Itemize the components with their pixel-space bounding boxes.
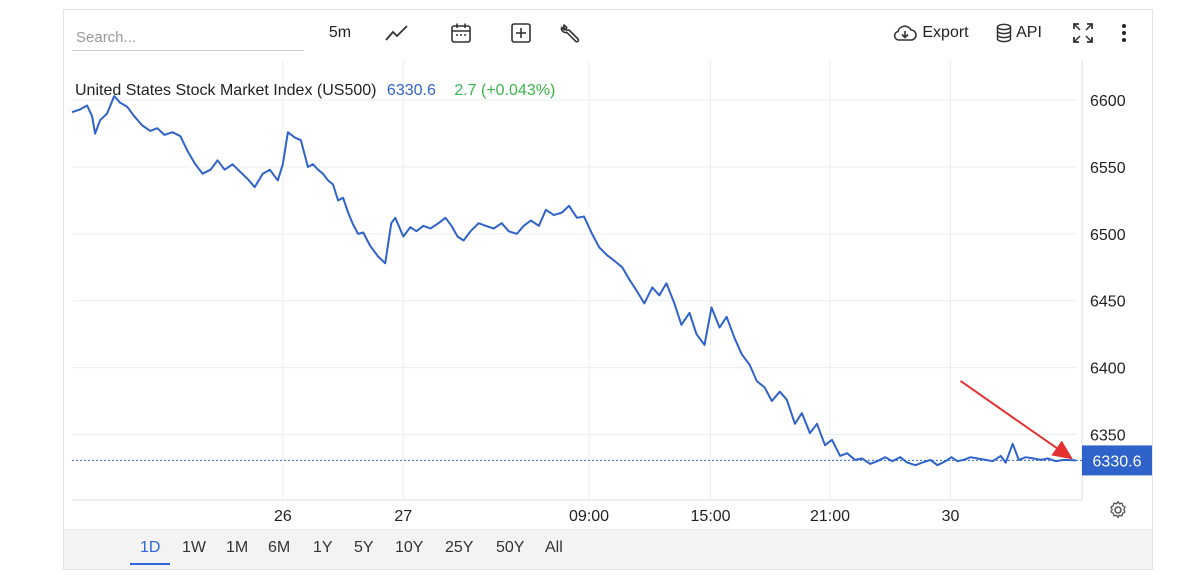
y-tick-label: 6450 bbox=[1090, 294, 1126, 311]
timeframe-all[interactable]: All bbox=[545, 539, 563, 556]
gear-icon bbox=[1108, 500, 1128, 524]
y-tick-label: 6600 bbox=[1090, 93, 1126, 110]
cloud-download-icon bbox=[893, 24, 918, 42]
price-series-line bbox=[71, 95, 1077, 467]
database-icon bbox=[996, 23, 1012, 43]
chart-toolbar: 5m Export bbox=[64, 10, 1152, 60]
more-vertical-icon bbox=[1121, 23, 1127, 43]
add-indicator-button[interactable] bbox=[507, 20, 535, 46]
timeframe-1m[interactable]: 1M bbox=[226, 539, 249, 556]
chart-legend: United States Stock Market Index (US500)… bbox=[75, 82, 555, 99]
api-button[interactable]: API bbox=[993, 20, 1045, 46]
legend-price: 6330.6 bbox=[387, 82, 436, 99]
x-tick-label: 09:00 bbox=[569, 508, 609, 525]
timeframe-5y[interactable]: 5Y bbox=[354, 539, 374, 556]
fullscreen-icon bbox=[1072, 22, 1094, 44]
x-tick-label: 30 bbox=[942, 508, 960, 525]
legend-change: 2.7 (+0.043%) bbox=[454, 82, 555, 99]
timeframe-6m[interactable]: 6M bbox=[268, 539, 291, 556]
export-button[interactable]: Export bbox=[890, 20, 972, 46]
more-button[interactable] bbox=[1114, 20, 1134, 46]
last-price-badge bbox=[1082, 445, 1152, 476]
chart-settings-button[interactable] bbox=[1108, 500, 1128, 525]
y-tick-label: 6550 bbox=[1090, 160, 1126, 177]
timeframe-1w[interactable]: 1W bbox=[182, 539, 206, 556]
chart-grid bbox=[72, 60, 1076, 500]
red-arrow-annotation bbox=[959, 380, 1073, 460]
calendar-icon bbox=[450, 22, 472, 44]
fullscreen-button[interactable] bbox=[1070, 20, 1096, 46]
x-tick-label: 27 bbox=[394, 508, 412, 525]
arrow-head bbox=[1051, 440, 1073, 460]
y-tick-label: 6400 bbox=[1090, 361, 1126, 378]
chart-type-button[interactable] bbox=[382, 20, 412, 46]
date-range-button[interactable] bbox=[447, 20, 475, 46]
last-price-label: 6330.6 bbox=[1082, 445, 1152, 476]
series-layer bbox=[71, 95, 1077, 467]
settings-tools-button[interactable] bbox=[557, 20, 585, 46]
search-input[interactable] bbox=[72, 24, 304, 51]
timeframe-10y[interactable]: 10Y bbox=[395, 539, 424, 556]
wrench-icon bbox=[560, 22, 582, 44]
timeframe-25y[interactable]: 25Y bbox=[445, 539, 474, 556]
y-axis: 6350 6400 6450 6500 6550 6600 bbox=[1090, 93, 1126, 444]
arrow-shaft bbox=[959, 380, 1058, 449]
timeframe-1d[interactable]: 1D bbox=[130, 539, 171, 565]
last-price-text: 6330.6 bbox=[1093, 453, 1142, 470]
timeframe-1y[interactable]: 1Y bbox=[313, 539, 333, 556]
timeframe-50y[interactable]: 50Y bbox=[496, 539, 525, 556]
interval-label: 5m bbox=[328, 24, 352, 41]
y-tick-label: 6500 bbox=[1090, 227, 1126, 244]
x-tick-label: 15:00 bbox=[691, 508, 731, 525]
x-tick-label: 21:00 bbox=[810, 508, 850, 525]
interval-button[interactable]: 5m bbox=[320, 20, 360, 46]
y-tick-label: 6350 bbox=[1090, 427, 1126, 444]
api-label: API bbox=[1016, 24, 1042, 41]
export-label: Export bbox=[922, 24, 969, 41]
line-chart-icon bbox=[385, 24, 409, 42]
add-indicator-icon bbox=[510, 22, 532, 44]
chart-widget: 5m Export bbox=[63, 9, 1153, 570]
x-axis: 26 27 09:00 15:00 21:00 30 bbox=[274, 508, 960, 525]
x-tick-label: 26 bbox=[274, 508, 292, 525]
instrument-name: United States Stock Market Index (US500) bbox=[75, 82, 376, 99]
timeframe-bar: 1D 1W 1M 6M 1Y 5Y 10Y 25Y 50Y All bbox=[64, 529, 1152, 569]
